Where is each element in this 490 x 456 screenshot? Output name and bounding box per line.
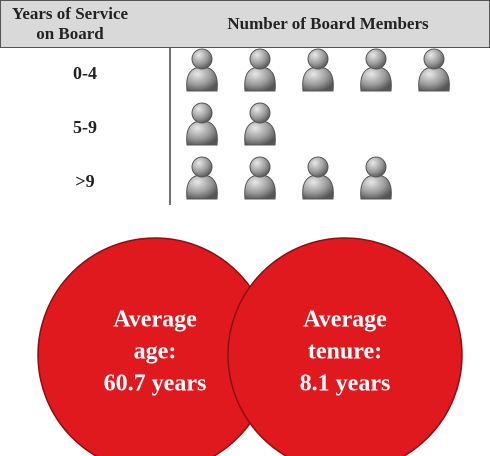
category-label: 0-4 xyxy=(73,63,97,83)
icon-head xyxy=(249,156,271,178)
callout-text: age: xyxy=(134,339,177,365)
callout-text: tenure: xyxy=(308,339,382,365)
icon-body xyxy=(244,66,276,92)
icon-head xyxy=(249,102,271,124)
icon-head xyxy=(249,48,271,70)
icon-row xyxy=(186,48,450,92)
icon-head xyxy=(365,48,387,70)
icon-body xyxy=(302,66,334,92)
icon-body xyxy=(360,174,392,200)
icon-head xyxy=(191,48,213,70)
icon-head xyxy=(307,156,329,178)
callout-text: 60.7 years xyxy=(104,371,207,397)
callout-text: Average xyxy=(303,307,387,333)
icon-head xyxy=(307,48,329,70)
icon-body xyxy=(186,174,218,200)
icon-head xyxy=(423,48,445,70)
icon-body xyxy=(418,66,450,92)
icon-row xyxy=(186,102,276,146)
callout-text: 8.1 years xyxy=(300,371,391,397)
icon-row xyxy=(186,156,392,200)
column-header: on Board xyxy=(36,24,104,43)
column-header: Number of Board Members xyxy=(227,14,429,33)
header-band xyxy=(0,0,490,48)
icon-head xyxy=(365,156,387,178)
icon-head xyxy=(191,156,213,178)
icon-body xyxy=(186,66,218,92)
icon-body xyxy=(360,66,392,92)
icon-body xyxy=(244,120,276,146)
icon-body xyxy=(302,174,334,200)
category-label: >9 xyxy=(75,171,94,191)
icon-body xyxy=(244,174,276,200)
column-header: Years of Service xyxy=(12,4,129,23)
category-label: 5-9 xyxy=(73,117,97,137)
icon-body xyxy=(186,120,218,146)
callout-circle xyxy=(227,237,463,456)
callout-text: Average xyxy=(113,307,197,333)
icon-head xyxy=(191,102,213,124)
